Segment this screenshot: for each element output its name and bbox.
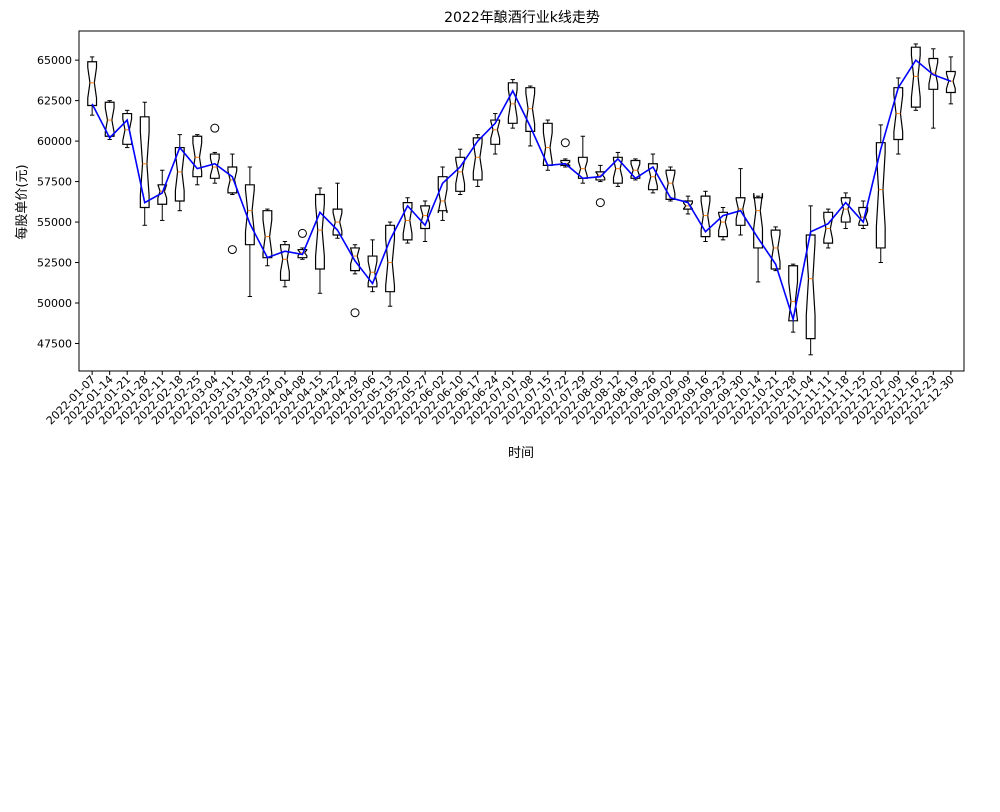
- box-2022-12-16: [910, 46, 921, 108]
- box-2022-09-02: [665, 169, 676, 200]
- y-tick-label-52500: 52500: [37, 257, 72, 270]
- box-2022-10-14: [753, 193, 764, 249]
- y-axis-label: 每股单价(元): [14, 164, 30, 239]
- outlier-2022-07-22: [560, 138, 570, 148]
- box-2022-06-24: [490, 119, 501, 145]
- x-axis-label: 时间: [508, 446, 534, 461]
- box-2022-06-02: [437, 176, 448, 214]
- box-2022-07-29: [577, 156, 588, 179]
- box-2022-07-08: [525, 87, 536, 132]
- box-2022-09-16: [700, 195, 711, 238]
- outlier-2022-08-05: [595, 198, 605, 208]
- box-2022-02-11: [157, 184, 168, 205]
- box-2022-10-28: [788, 265, 799, 322]
- box-2022-04-01: [279, 244, 290, 281]
- box-2022-03-04: [209, 153, 220, 179]
- box-2022-06-10: [455, 156, 466, 192]
- outlier-2022-03-04: [210, 123, 220, 133]
- plot-area: 47500 50000 52500 55000 57500 60000 62500 65000…: [37, 30, 965, 427]
- y-tick-label-55000: 55000: [37, 216, 72, 229]
- box-2022-05-13: [385, 224, 396, 293]
- box-2022-08-19: [630, 159, 641, 179]
- box-2022-04-22: [332, 208, 343, 236]
- y-tick-label-57500: 57500: [37, 176, 72, 189]
- box-2022-01-07: [87, 61, 98, 107]
- chart-title: 2022年酿酒行业k线走势: [444, 10, 600, 26]
- box-2022-01-21: [122, 112, 133, 145]
- box-2022-06-17: [472, 137, 483, 181]
- box-2022-01-28: [139, 116, 150, 209]
- outlier-2022-04-08: [297, 228, 307, 238]
- box-2022-12-09: [893, 87, 904, 141]
- box-2022-08-12: [612, 156, 623, 184]
- box-2022-12-23: [928, 57, 939, 90]
- mean-line: [91, 58, 952, 323]
- box-2022-07-01: [507, 82, 518, 124]
- box-2022-02-18: [174, 146, 185, 202]
- outlier-2022-03-11: [227, 245, 237, 255]
- box-2022-09-23: [718, 211, 729, 238]
- outlier-2022-04-29: [350, 308, 360, 318]
- plot-frame: [78, 30, 965, 372]
- box-2022-08-26: [647, 163, 658, 191]
- y-tick-label-60000: 60000: [37, 135, 72, 148]
- box-2022-05-27: [420, 205, 431, 230]
- y-tick-label-47500: 47500: [37, 337, 72, 350]
- box-2022-05-06: [367, 255, 378, 288]
- box-2022-04-15: [314, 193, 325, 270]
- y-tick-label-50000: 50000: [37, 297, 72, 310]
- box-2022-11-18: [840, 197, 851, 223]
- box-2022-10-21: [770, 229, 781, 270]
- box-2022-12-02: [875, 142, 886, 249]
- box-2022-11-11: [823, 211, 834, 244]
- y-tick-label-65000: 65000: [37, 54, 72, 67]
- box-2022-07-15: [542, 122, 553, 166]
- box-2022-12-30: [945, 70, 956, 94]
- y-tick-label-62500: 62500: [37, 95, 72, 108]
- box-2022-05-20: [402, 202, 413, 241]
- box-2022-03-25: [262, 210, 273, 259]
- box-2022-11-04: [805, 234, 816, 340]
- box-2022-04-29: [350, 247, 360, 272]
- box-2022-02-25: [192, 135, 203, 178]
